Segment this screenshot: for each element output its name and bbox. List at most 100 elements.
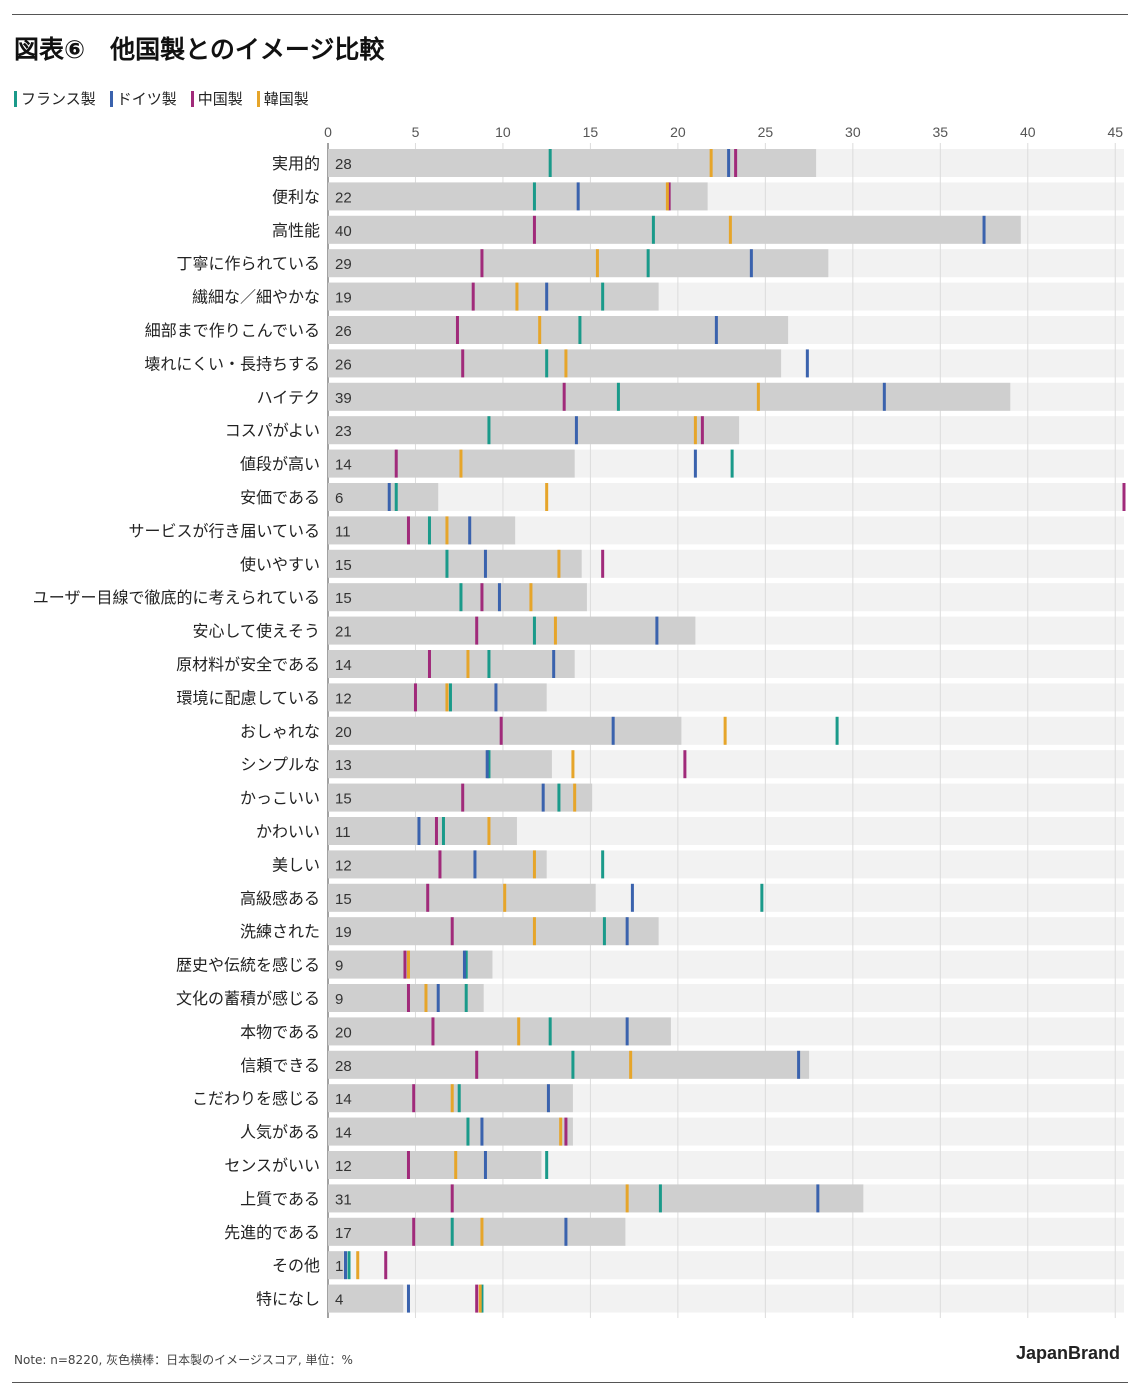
marker-1	[343, 1251, 347, 1280]
japan-value-label: 20	[335, 1024, 352, 1041]
marker-0	[545, 1151, 549, 1179]
category-label: 人気がある	[240, 1123, 320, 1142]
marker-1	[483, 1151, 487, 1179]
japan-value-label: 29	[335, 256, 352, 273]
marker-0	[448, 683, 452, 712]
marker-1	[611, 716, 615, 745]
marker-0	[835, 716, 839, 745]
legend-swatch	[14, 90, 17, 107]
x-tick-label: 40	[1020, 124, 1036, 140]
marker-0	[658, 1184, 662, 1213]
marker-1	[552, 650, 556, 678]
marker-2	[475, 1050, 479, 1079]
marker-0	[466, 1117, 470, 1146]
japan-bar	[328, 1251, 344, 1280]
marker-0	[532, 616, 536, 645]
japan-value-label: 15	[335, 891, 352, 908]
category-label: おしゃれな	[240, 722, 320, 741]
japan-bar	[328, 516, 516, 545]
x-tick-label: 0	[324, 124, 332, 140]
japan-value-label: 31	[335, 1191, 352, 1208]
marker-3	[564, 349, 568, 378]
comparison-chart: 0 5 10 15 20 25 30 35 40 45 実用的 28 便利な 22 高性能 40 丁寧に作られて…	[33, 124, 1126, 1318]
marker-0	[487, 750, 491, 779]
japan-value-label: 39	[335, 390, 352, 407]
japan-value-label: 23	[335, 423, 352, 440]
category-label: 原材料が安全である	[176, 655, 320, 674]
marker-3	[625, 1184, 629, 1213]
page-title: 図表⑥ 他国製とのイメージ比較	[14, 35, 385, 64]
marker-2	[683, 750, 687, 779]
japan-value-label: 1	[335, 1258, 343, 1275]
japan-value-label: 15	[335, 590, 352, 607]
japan-value-label: 26	[335, 323, 352, 340]
marker-1	[564, 1217, 568, 1246]
marker-3	[709, 149, 713, 177]
japan-bar	[328, 449, 575, 478]
category-label: 特になし	[256, 1290, 320, 1309]
marker-2	[450, 917, 454, 946]
marker-2	[461, 349, 465, 378]
bottom-rule	[12, 1382, 1128, 1383]
marker-2	[431, 1017, 435, 1046]
marker-3	[665, 182, 669, 211]
marker-1	[749, 249, 753, 278]
japan-value-label: 22	[335, 189, 352, 206]
marker-3	[553, 616, 557, 645]
marker-1	[797, 1050, 801, 1079]
marker-1	[387, 483, 391, 511]
marker-0	[646, 249, 650, 278]
legend-label: 韓国製	[263, 90, 309, 108]
category-label: 文化の蓄積が感じる	[176, 989, 320, 1008]
marker-1	[625, 917, 629, 946]
category-label: 高性能	[272, 221, 320, 240]
marker-3	[756, 382, 760, 411]
marker-3	[545, 483, 549, 511]
japan-value-label: 4	[335, 1292, 343, 1309]
marker-3	[445, 516, 449, 545]
x-tick-label: 15	[583, 124, 599, 140]
marker-0	[578, 316, 582, 344]
japan-bar	[328, 716, 682, 745]
marker-0	[347, 1251, 351, 1280]
marker-0	[545, 349, 549, 378]
japan-bar	[328, 683, 547, 712]
marker-2	[475, 1284, 479, 1313]
marker-3	[503, 883, 507, 912]
x-tick-label: 20	[670, 124, 686, 140]
marker-0	[457, 1084, 461, 1113]
japan-value-label: 26	[335, 356, 352, 373]
category-label: 信頼できる	[240, 1056, 320, 1075]
marker-3	[459, 449, 463, 478]
x-tick-label: 45	[1107, 124, 1123, 140]
japan-bar	[328, 149, 817, 177]
category-label: ハイテク	[257, 388, 320, 407]
japan-bar	[328, 850, 547, 879]
category-label: 高級感ある	[240, 889, 320, 908]
marker-2	[562, 382, 566, 411]
marker-2	[434, 817, 438, 845]
marker-0	[487, 416, 491, 445]
japan-value-label: 11	[335, 523, 351, 540]
marker-1	[483, 549, 487, 578]
marker-1	[541, 783, 545, 812]
category-label: 便利な	[272, 187, 320, 206]
category-label: 実用的	[272, 154, 320, 173]
marker-3	[559, 1117, 563, 1146]
japan-bar	[328, 1151, 542, 1179]
marker-3	[450, 1084, 454, 1113]
marker-0	[730, 449, 734, 478]
marker-1	[882, 382, 886, 411]
legend-label: ドイツ製	[116, 90, 177, 108]
marker-1	[574, 416, 578, 445]
japan-bar	[328, 282, 659, 311]
marker-1	[576, 182, 580, 211]
marker-1	[655, 616, 659, 645]
japan-bar	[328, 1050, 810, 1079]
japan-value-label: 40	[335, 223, 352, 240]
marker-3	[529, 583, 533, 612]
marker-0	[464, 950, 468, 979]
japan-value-label: 14	[335, 1091, 352, 1108]
category-label: 上質である	[240, 1189, 320, 1208]
japan-value-label: 11	[335, 824, 351, 841]
